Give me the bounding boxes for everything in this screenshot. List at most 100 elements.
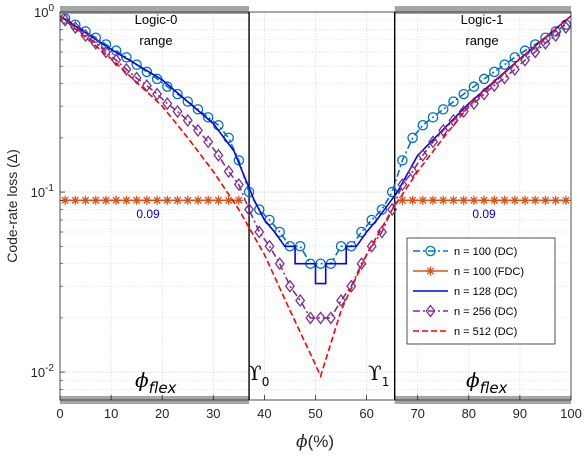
x-axis-ticks: 0 10 20 30 40 50 60 70 80 90 100 (56, 395, 582, 421)
series-3-point-25 (315, 311, 326, 325)
series-0-point-43 (499, 59, 510, 70)
series-3-point-10 (162, 97, 173, 111)
phi-flex-right-sub: flex (480, 379, 508, 397)
series-3-point-19 (254, 225, 265, 239)
series-1-point-19 (408, 195, 418, 205)
legend-label-1: n = 100 (FDC) (454, 266, 524, 278)
value-label-right: 0.09 (472, 207, 496, 221)
x-tick-label-70: 70 (410, 406, 424, 421)
series-3-point-49 (560, 20, 571, 35)
series-0-point-46 (529, 39, 541, 50)
series-3-point-24 (305, 311, 316, 325)
phi-flex-right-symbol: ϕ (466, 368, 480, 392)
series-0-point-7 (131, 59, 142, 70)
series-3-point-20 (264, 239, 275, 253)
series-3-point-45 (519, 53, 531, 67)
series-1-point-32 (540, 195, 550, 205)
y-tick-label-1: 10-1 (31, 183, 55, 200)
series-1-point-18 (397, 195, 407, 205)
series-0-point-40 (468, 81, 480, 92)
series-0-point-42 (489, 66, 500, 78)
legend-label-3: n = 256 (DC) (454, 306, 517, 318)
x-tick-label-50: 50 (308, 406, 322, 421)
y-axis-label: Code-rate loss (Δ) (4, 149, 20, 263)
series-3-point-14 (203, 135, 214, 149)
series-3-point-46 (530, 45, 541, 59)
x-tick-label-90: 90 (513, 406, 527, 421)
series-1-point-2 (81, 195, 91, 205)
series-1-point-30 (520, 195, 530, 205)
x-tick-label-100: 100 (560, 406, 582, 421)
value-label-left: 0.09 (136, 207, 160, 221)
series-0-point-35 (417, 119, 429, 131)
series-0-point-6 (121, 52, 132, 63)
series-1-point-25 (469, 195, 479, 205)
upsilon1-label: ϒ1 (368, 361, 389, 389)
series-1-point-26 (479, 195, 489, 205)
series-3-point-4 (100, 45, 112, 59)
y-tick-label-2: 10-2 (31, 363, 55, 380)
series-3-point-21 (274, 257, 285, 271)
series-3-point-31 (376, 225, 387, 239)
series-3-point-18 (244, 202, 255, 217)
series-3-point-7 (131, 71, 142, 85)
series-3-point-11 (172, 104, 183, 119)
series-1-point-17 (234, 195, 244, 205)
series-3-point-48 (550, 28, 561, 43)
series-1-point-8 (142, 195, 152, 205)
legend-marker-1 (426, 266, 435, 276)
series-1-point-20 (418, 195, 428, 205)
upsilon0-label: ϒ0 (248, 361, 269, 389)
series-1-point-29 (510, 195, 520, 205)
series-3-point-27 (336, 293, 347, 308)
upsilon1-symbol: ϒ (368, 361, 382, 385)
series-0-point-33 (397, 155, 408, 166)
series-3-point-5 (111, 53, 122, 67)
series-3-point-32 (387, 202, 398, 217)
series-1-point-4 (101, 195, 111, 205)
legend: n = 100 (DC) n = 100 (FDC) n = 128 (DC) n =… (406, 237, 556, 345)
series-1-point-10 (162, 195, 172, 205)
x-axis-unit: (%) (308, 432, 334, 451)
series-1-point-23 (448, 195, 458, 205)
series-1-point-7 (132, 195, 142, 205)
series-1-point-13 (193, 195, 203, 205)
series-3-point-16 (223, 164, 234, 179)
upsilon0-sub: 0 (262, 375, 270, 389)
series-3-point-40 (468, 97, 479, 111)
x-tick-label-30: 30 (206, 406, 220, 421)
series-1-point-14 (203, 195, 213, 205)
phi-flex-left: ϕflex (135, 368, 177, 397)
y-axis-ticks: 100 10-1 10-2 (31, 3, 65, 401)
series-0-point-11 (172, 88, 183, 100)
series-3-point-6 (121, 62, 132, 76)
series-0-point-36 (427, 112, 439, 123)
series-3-point-22 (284, 279, 295, 293)
series-0-point-37 (437, 104, 449, 115)
series-0-point-44 (509, 52, 521, 63)
legend-label-2: n = 128 (DC) (454, 286, 517, 298)
series-1-point-12 (183, 195, 193, 205)
series-3-point-13 (192, 123, 203, 137)
series-0-point-41 (478, 73, 490, 85)
series-1-point-6 (121, 195, 131, 205)
series-3-point-42 (489, 79, 500, 93)
series-3-point-2 (80, 28, 91, 43)
series-1-point-21 (428, 195, 438, 205)
series-3-point-44 (509, 62, 520, 76)
logic0-label-line1: Logic-0 (135, 12, 178, 27)
series-0-point-39 (458, 88, 469, 100)
series-0-point-3 (90, 32, 102, 43)
series-3-point-17 (233, 178, 244, 192)
series-0-point-19 (254, 204, 265, 215)
series-1 (60, 195, 571, 205)
x-tick-label-40: 40 (257, 406, 271, 421)
x-tick-label-0: 0 (56, 406, 63, 421)
logic0-label-line2: range (139, 33, 172, 48)
series-1-point-15 (213, 195, 223, 205)
series-1-point-34 (561, 195, 571, 205)
logic1-label-line2: range (465, 33, 498, 48)
range-bar-top-1 (394, 6, 571, 14)
series-3-point-28 (346, 279, 357, 293)
series-1-point-0 (60, 195, 70, 205)
